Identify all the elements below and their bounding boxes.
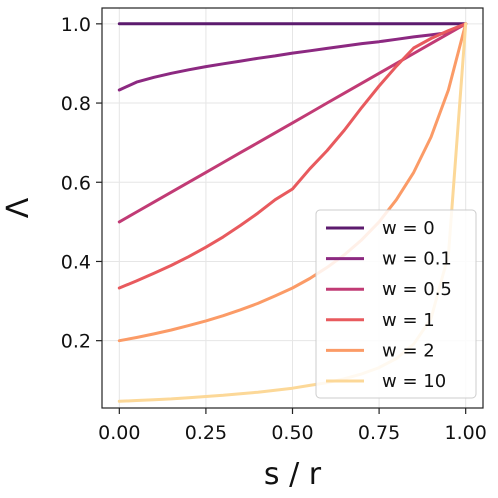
- series-line: [117, 22, 468, 224]
- plot-lines: [117, 22, 468, 403]
- series-line: [117, 22, 468, 343]
- y-tick-label: 0.2: [61, 331, 91, 353]
- series-line: [117, 22, 468, 92]
- legend-label: w = 0.5: [382, 279, 452, 300]
- legend-label: w = 0.1: [382, 249, 452, 270]
- x-tick-label: 0.25: [185, 422, 227, 444]
- y-tick-label: 1.0: [61, 14, 91, 36]
- y-tick-label: 0.4: [61, 251, 91, 273]
- y-ticks: 0.2 0.4 0.6 0.8 1.0: [61, 14, 102, 353]
- legend-label: w = 1: [382, 310, 435, 331]
- legend-label: w = 10: [382, 371, 446, 392]
- series-line: [117, 22, 468, 290]
- x-tick-label: 1.00: [445, 422, 487, 444]
- x-ticks: 0.00 0.25 0.50 0.75 1.00: [98, 408, 487, 444]
- legend: w = 0 w = 0.1 w = 0.5 w = 1 w = 2 w = 10: [315, 209, 477, 399]
- y-tick-label: 0.6: [61, 172, 91, 194]
- x-tick-label: 0.50: [271, 422, 313, 444]
- x-tick-label: 0.75: [358, 422, 400, 444]
- y-axis-label: Λ: [1, 197, 36, 218]
- x-tick-label: 0.00: [98, 422, 140, 444]
- legend-label: w = 0: [382, 218, 435, 239]
- y-tick-label: 0.8: [61, 93, 91, 115]
- legend-label: w = 2: [382, 340, 435, 361]
- x-axis-label: s / r: [264, 457, 322, 492]
